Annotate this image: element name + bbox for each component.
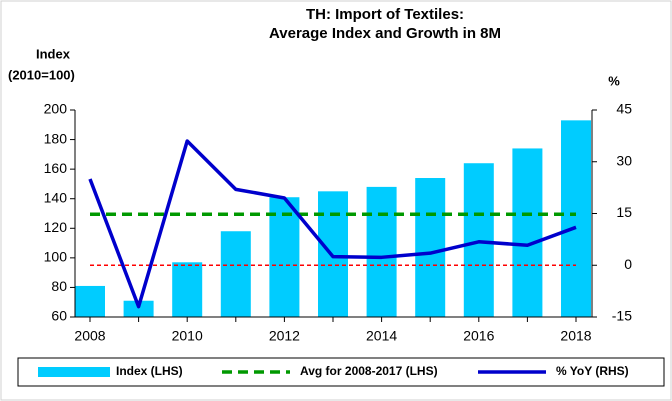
bar <box>366 186 397 317</box>
chart-title: TH: Import of Textiles: <box>306 6 464 23</box>
y-axis-label: Index <box>36 46 71 61</box>
x-tick-label: 2016 <box>463 328 494 344</box>
legend-label: Index (LHS) <box>116 364 183 378</box>
y-tick-label: 200 <box>44 101 68 117</box>
bar <box>220 231 251 317</box>
y-tick-label: 160 <box>44 160 68 176</box>
x-tick-label: 2012 <box>269 328 300 344</box>
bar <box>172 262 203 317</box>
y-tick-label: 80 <box>51 278 67 294</box>
bar <box>512 148 543 317</box>
bar <box>75 285 105 317</box>
y-tick-label: 180 <box>44 130 68 146</box>
chart-title: Average Index and Growth in 8M <box>269 25 501 42</box>
bar <box>123 300 154 317</box>
bar <box>269 197 300 317</box>
y-tick-label: 100 <box>44 249 68 265</box>
y2-tick-label: 0 <box>624 256 632 272</box>
y2-tick-label: 30 <box>616 152 632 168</box>
legend-label: Avg for 2008-2017 (LHS) <box>300 364 438 378</box>
x-tick-label: 2014 <box>366 328 397 344</box>
legend-swatch <box>38 367 110 377</box>
y2-tick-label: 45 <box>616 101 632 117</box>
x-tick-label: 2010 <box>172 328 203 344</box>
bar <box>415 178 446 317</box>
line <box>88 139 577 309</box>
y2-tick-label: -15 <box>612 308 632 324</box>
x-tick-label: 2008 <box>74 328 105 344</box>
y2-axis-label: % <box>608 73 620 88</box>
y-tick-label: 60 <box>51 308 67 324</box>
y-tick-label: 120 <box>44 219 68 235</box>
x-tick-label: 2018 <box>560 328 591 344</box>
bar <box>561 120 591 317</box>
legend-box <box>17 357 665 387</box>
y-tick-label: 140 <box>44 189 68 205</box>
legend-label: % YoY (RHS) <box>556 364 629 378</box>
y2-tick-label: 15 <box>616 204 632 220</box>
y-axis-label: (2010=100) <box>8 67 75 82</box>
